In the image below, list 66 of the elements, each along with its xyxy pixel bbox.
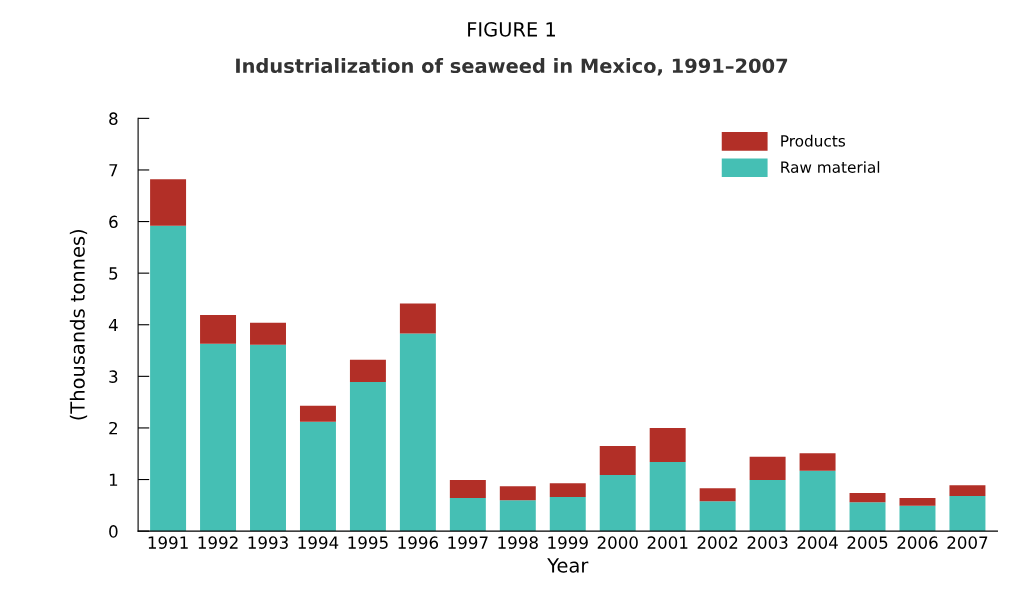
- bar: [749, 480, 786, 532]
- x-tick-label: 2005: [847, 536, 888, 549]
- bar: [200, 343, 237, 532]
- y-tick-label: 8: [109, 112, 118, 125]
- y-axis-title: (Thousands tonnes): [69, 229, 88, 420]
- bar: [449, 480, 486, 499]
- bar: [799, 470, 836, 532]
- bar: [449, 498, 486, 532]
- x-tick-label: 1993: [248, 536, 288, 549]
- bar: [349, 359, 386, 383]
- bar: [150, 225, 187, 532]
- legend-label: Raw material: [781, 161, 880, 173]
- chart-subtitle: Industrialization of seaweed in Mexico, 1991–2007: [236, 58, 788, 76]
- y-tick-label: 6: [109, 215, 118, 229]
- bar: [949, 496, 986, 532]
- y-tick-label: 3: [109, 370, 118, 383]
- x-tick-label: 1994: [298, 536, 339, 549]
- x-tick-label: 1992: [198, 536, 238, 549]
- bar: [399, 333, 436, 532]
- bar: [599, 445, 636, 475]
- bar: [799, 453, 836, 471]
- bar: [749, 456, 786, 481]
- x-tick-label: 2007: [947, 536, 988, 549]
- bar: [699, 501, 736, 532]
- y-tick-label: 7: [109, 164, 118, 177]
- bar: [849, 492, 886, 503]
- bar: [299, 405, 336, 422]
- bar: [649, 427, 686, 462]
- y-tick-label: 2: [109, 421, 117, 435]
- x-tick-label: 1995: [348, 536, 388, 549]
- x-tick-label: 1997: [448, 536, 488, 549]
- bar: [150, 179, 187, 226]
- bar: [849, 502, 886, 532]
- x-tick-label: 2004: [797, 536, 838, 549]
- y-tick-label: 0: [109, 525, 118, 538]
- x-tick-label: 1998: [498, 536, 538, 549]
- bar: [399, 303, 436, 334]
- x-tick-label: 2003: [747, 536, 788, 549]
- x-tick-label: 1999: [548, 536, 588, 549]
- bar: [250, 344, 286, 532]
- bar: [349, 382, 386, 532]
- bar: [699, 488, 736, 502]
- bar: [299, 421, 336, 532]
- bar: [899, 505, 936, 532]
- chart-title: FIGURE 1: [468, 21, 555, 37]
- x-tick-label: 2002: [697, 536, 738, 549]
- bar: [949, 485, 986, 497]
- bar: [649, 461, 686, 532]
- y-tick-label: 4: [108, 318, 118, 332]
- bar: [200, 314, 237, 344]
- x-axis-title: Year: [547, 558, 589, 573]
- x-tick-label: 1991: [148, 536, 188, 549]
- bar: [499, 486, 536, 501]
- x-tick-label: 2000: [597, 536, 638, 549]
- y-tick-label: 5: [109, 267, 118, 280]
- bar: [899, 498, 936, 506]
- bar: [499, 500, 536, 532]
- bar: [599, 474, 636, 532]
- x-tick-label: 2001: [647, 536, 688, 549]
- x-tick-label: 1996: [398, 536, 439, 549]
- bar: [549, 483, 586, 498]
- bar: [549, 497, 586, 532]
- legend-label: Products: [781, 134, 846, 147]
- bar: [250, 322, 286, 345]
- y-tick-label: 1: [109, 473, 118, 486]
- x-tick-label: 2006: [897, 536, 938, 549]
